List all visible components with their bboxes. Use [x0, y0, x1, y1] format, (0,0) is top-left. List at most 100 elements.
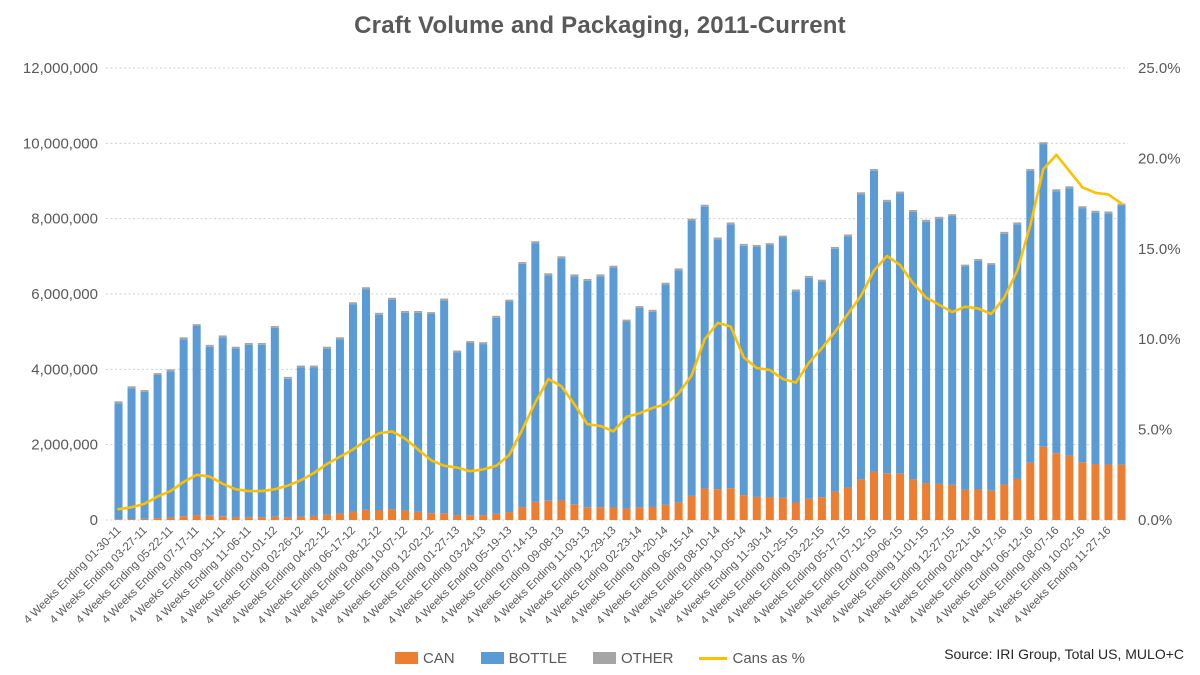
bar-segment-other [466, 341, 475, 343]
bar-segment-other [479, 342, 488, 345]
bar-segment-bottle [375, 314, 384, 511]
bar-segment-other [752, 245, 761, 247]
bar-segment-bottle [309, 367, 318, 516]
other-swatch-icon [592, 652, 616, 664]
bar-segment-other [896, 191, 905, 194]
bar-segment-bottle [322, 348, 331, 515]
bar-segment-bottle [1091, 212, 1100, 465]
bar-segment-other [244, 342, 253, 345]
bar-segment-can [179, 516, 188, 520]
bar-segment-other [388, 297, 397, 300]
bar-segment-can [817, 497, 826, 520]
bar-segment-bottle [401, 312, 410, 511]
bar-segment-can [192, 515, 201, 520]
bar-segment-bottle [1078, 208, 1087, 463]
bar-segment-can [987, 490, 996, 520]
left-axis-tick: 0 [90, 512, 98, 529]
bar-segment-other [492, 315, 501, 318]
bar-segment-bottle [596, 276, 605, 508]
bar-segment-bottle [609, 267, 618, 508]
cans-pct-line-icon [699, 656, 728, 660]
bar-segment-bottle [622, 321, 631, 509]
bar-segment-other [401, 310, 410, 313]
bar-segment-other [974, 258, 983, 261]
bar-segment-other [544, 273, 553, 276]
bar-segment-can [205, 515, 214, 520]
bar-segment-bottle [414, 312, 423, 512]
bar-segment-bottle [935, 218, 944, 484]
bar-segment-other [1039, 142, 1048, 145]
bar-segment-other [713, 237, 722, 240]
bar-segment-bottle [804, 277, 813, 499]
bar-segment-can [974, 489, 983, 520]
bar-segment-can [375, 510, 384, 520]
bar-segment-can [1039, 446, 1048, 520]
series-bottle [114, 144, 1126, 520]
gridlines [106, 67, 1128, 521]
bar-segment-can [479, 515, 488, 520]
bar-segment-other [1104, 211, 1113, 214]
bar-segment-can [153, 518, 162, 520]
bar-segment-can [309, 515, 318, 520]
left-axis-tick: 10,000,000 [23, 135, 98, 152]
bar-segment-can [283, 517, 292, 520]
bar-segment-bottle [974, 260, 983, 490]
bar-segment-other [1000, 231, 1009, 234]
bar-segment-can [257, 517, 266, 520]
bar-segment-bottle [909, 211, 918, 480]
bar-segment-other [622, 319, 631, 322]
left-axis-ticks: 0 2,000,000 4,000,000 6,000,000 8,000,000 10,… [23, 60, 98, 529]
bar-segment-bottle [570, 276, 579, 505]
bar-segment-bottle [713, 239, 722, 490]
bar-segment-can [713, 489, 722, 520]
bar-segment-can [218, 516, 227, 520]
bar-segment-other [635, 306, 644, 308]
bar-segment-bottle [270, 327, 279, 517]
bar-segment-bottle [166, 371, 175, 518]
bar-segment-can [791, 502, 800, 520]
bar-segment-bottle [492, 317, 501, 514]
bar-segment-can [335, 513, 344, 520]
bar-segment-can [505, 512, 514, 520]
bar-segment-can [726, 488, 735, 520]
bar-segment-other [166, 369, 175, 372]
bar-segment-can [583, 507, 592, 520]
bar-segment-bottle [283, 378, 292, 518]
bar-segment-bottle [257, 344, 266, 518]
bar-segment-other [596, 274, 605, 277]
bar-segment-can [961, 489, 970, 520]
bottle-swatch-icon [480, 652, 504, 664]
bar-segment-other [843, 234, 852, 237]
bar-segment-other [648, 309, 657, 312]
bar-segment-can [557, 500, 566, 520]
bar-segment-bottle [518, 263, 527, 508]
bar-segment-bottle [114, 403, 123, 520]
bar-segment-can [518, 507, 527, 520]
bar-segment-other [883, 199, 892, 202]
cans-pct-line [117, 153, 1123, 511]
bar-segment-bottle [726, 224, 735, 489]
bar-segment-can [1065, 455, 1074, 520]
bar-segment-can [1052, 453, 1061, 520]
right-axis-tick: 15.0% [1138, 241, 1181, 258]
bar-segment-can [609, 507, 618, 520]
bar-segment-can [1078, 462, 1087, 520]
bar-segment-other [674, 268, 683, 271]
bar-segment-other [1026, 168, 1035, 171]
legend-label-can: CAN [422, 649, 455, 667]
bar-segment-bottle [739, 245, 748, 496]
bar-segment-other [375, 312, 384, 315]
bar-segment-other [322, 346, 331, 349]
bar-segment-bottle [961, 266, 970, 490]
bar-segment-bottle [296, 367, 305, 517]
bar-segment-bottle [1117, 205, 1126, 465]
bar-segment-other [1065, 186, 1074, 189]
bar-segment-can [401, 510, 410, 520]
bar-segment-can [870, 471, 878, 520]
bar-segment-bottle [218, 337, 227, 517]
bar-segment-other [440, 298, 449, 301]
bar-segment-other [518, 261, 527, 264]
bar-segment-can [1117, 464, 1126, 520]
bar-segment-other [153, 373, 162, 375]
bar-segment-bottle [127, 388, 136, 520]
